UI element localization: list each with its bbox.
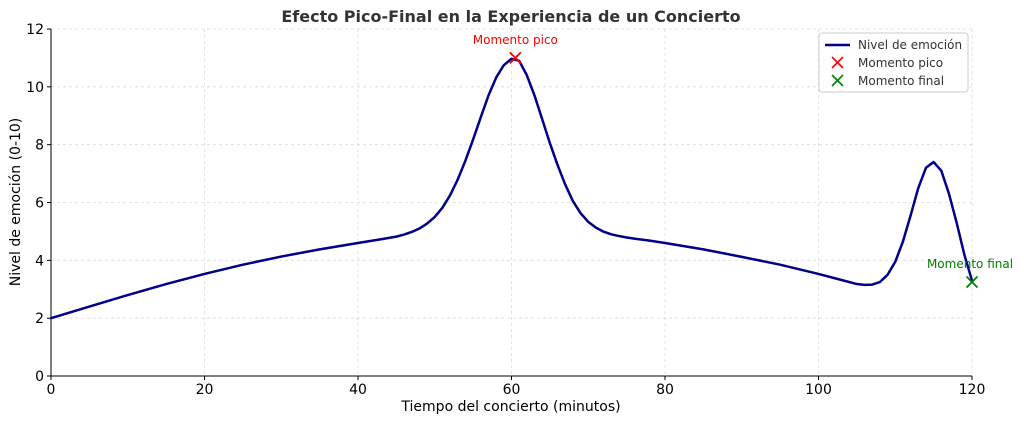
legend-label-peak: Momento pico bbox=[858, 56, 943, 70]
y-tick-label: 12 bbox=[26, 22, 44, 38]
y-tick-label: 6 bbox=[35, 196, 44, 212]
chart-title: Efecto Pico-Final en la Experiencia de u… bbox=[281, 7, 740, 26]
legend-peak-swatch bbox=[831, 56, 844, 69]
legend-label-end: Momento final bbox=[858, 74, 944, 88]
x-tick-label: 0 bbox=[47, 382, 56, 398]
x-tick-label: 80 bbox=[656, 382, 674, 398]
legend-end-swatch bbox=[831, 74, 844, 87]
chart-legend: Nivel de emoción Momento pico Momento fi… bbox=[818, 32, 969, 93]
y-tick-label: 0 bbox=[35, 369, 44, 385]
y-tick-label: 8 bbox=[35, 138, 44, 154]
marker-layer: Momento pico Momento final bbox=[473, 33, 1013, 289]
x-tick-label: 100 bbox=[805, 382, 832, 398]
x-axis-label: Tiempo del concierto (minutos) bbox=[400, 399, 620, 415]
y-tick-label: 4 bbox=[35, 253, 44, 269]
end-marker bbox=[965, 275, 979, 289]
axes-layer: 0 20 40 60 80 100 120 0 2 4 6 8 10 12 bbox=[26, 22, 985, 398]
series-layer bbox=[49, 57, 974, 320]
peak-annotation: Momento pico bbox=[473, 33, 558, 47]
y-axis-label: Nivel de emoción (0-10) bbox=[8, 118, 24, 287]
y-tick-label: 2 bbox=[35, 311, 44, 327]
end-annotation: Momento final bbox=[927, 257, 1013, 271]
series-line-emotion bbox=[49, 57, 974, 320]
peak-marker bbox=[509, 51, 522, 65]
y-tick-label: 10 bbox=[26, 80, 44, 96]
legend-frame bbox=[818, 32, 969, 93]
x-tick-label: 60 bbox=[503, 382, 521, 398]
legend-label-line: Nivel de emoción bbox=[858, 38, 962, 52]
x-tick-label: 20 bbox=[196, 382, 214, 398]
x-tick-label: 40 bbox=[349, 382, 367, 398]
x-tick-label: 120 bbox=[959, 382, 986, 398]
